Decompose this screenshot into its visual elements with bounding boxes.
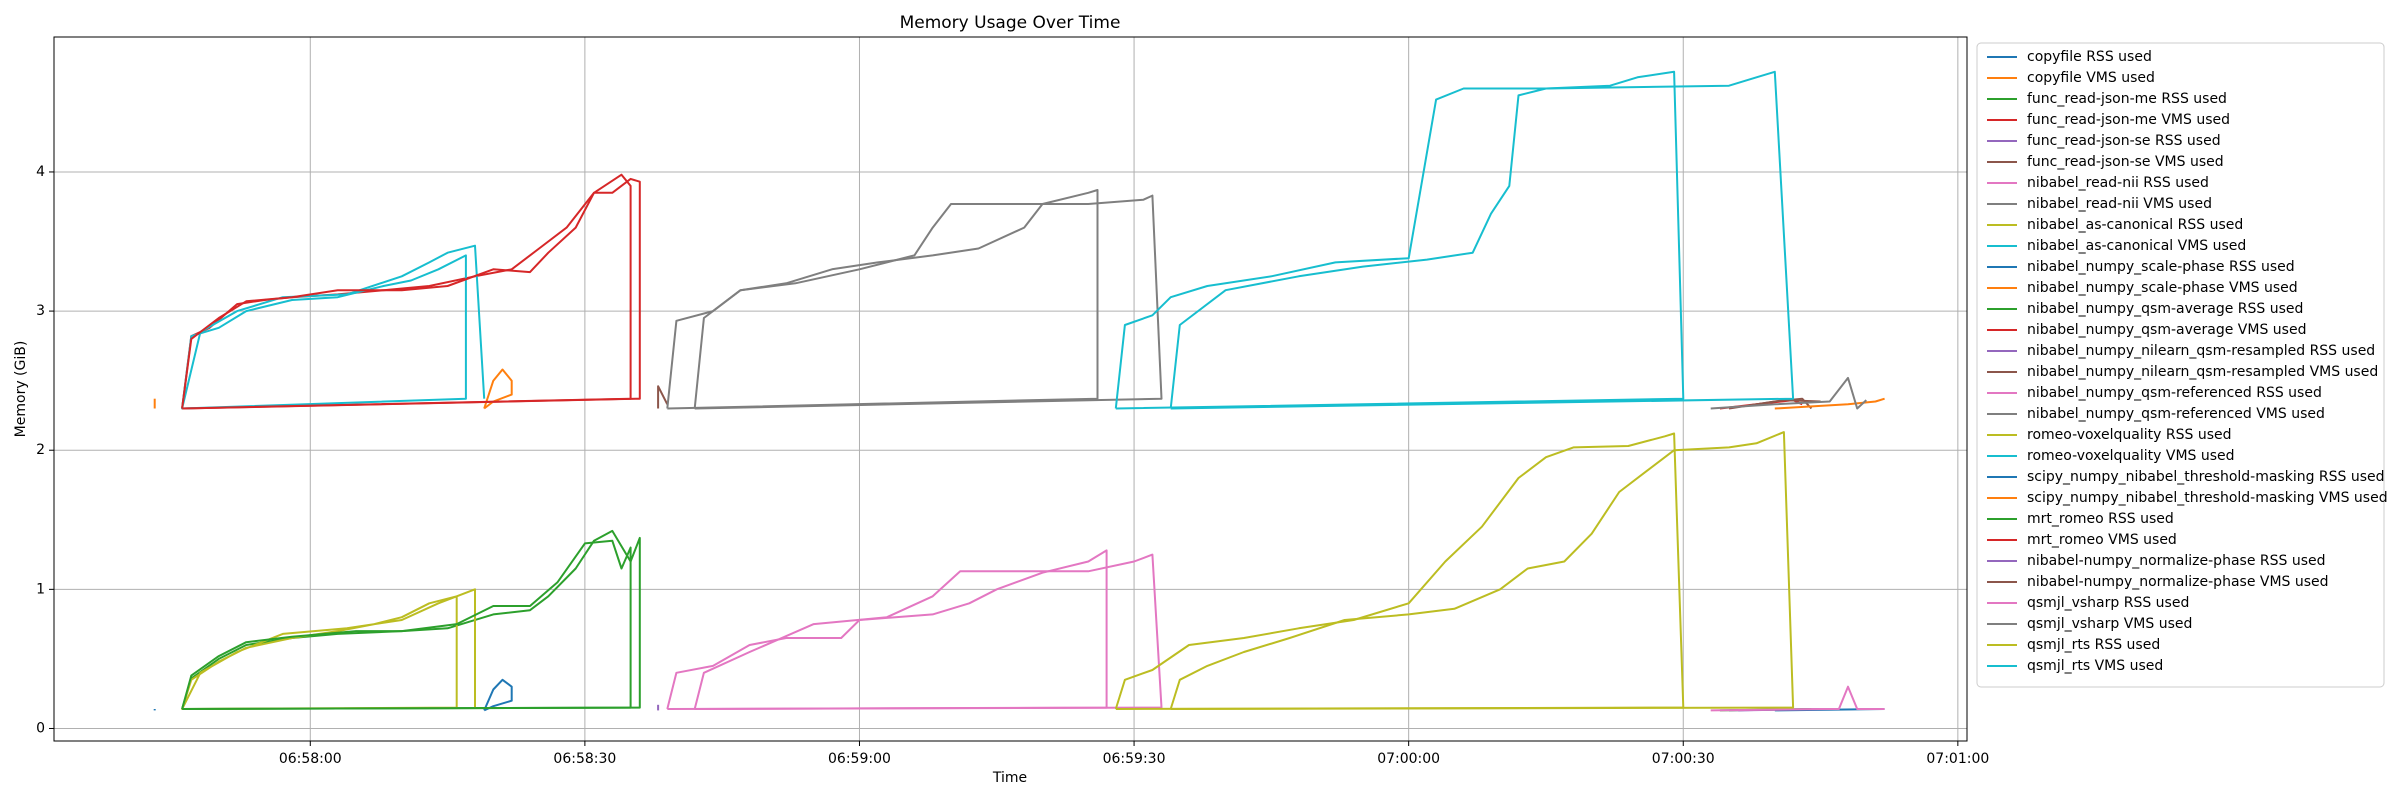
legend-label: nibabel-numpy_normalize-phase RSS used — [2027, 553, 2326, 569]
x-tick-label: 07:00:00 — [1377, 751, 1440, 767]
legend-label: nibabel_numpy_qsm-average RSS used — [2027, 301, 2303, 317]
series-line — [693, 194, 1163, 410]
series-line — [657, 385, 669, 409]
legend-label: func_read-json-me VMS used — [2027, 112, 2230, 128]
series-line — [181, 539, 632, 710]
legend-label: mrt_romeo VMS used — [2027, 532, 2177, 548]
series-line — [693, 553, 1163, 710]
series-line — [181, 529, 641, 710]
series-line — [1169, 70, 1795, 410]
x-tick-label: 07:00:30 — [1652, 751, 1715, 767]
series-line — [1114, 70, 1685, 410]
legend-label: func_read-json-me RSS used — [2027, 91, 2227, 107]
legend-label: nibabel_numpy_nilearn_qsm-resampled VMS … — [2027, 364, 2378, 380]
legend-label: romeo-voxelquality RSS used — [2027, 427, 2232, 443]
x-tick-label: 06:59:00 — [828, 751, 891, 767]
legend-label: copyfile VMS used — [2027, 70, 2155, 86]
x-tick-label: 06:59:30 — [1103, 751, 1166, 767]
legend-label: nibabel_as-canonical RSS used — [2027, 217, 2243, 233]
y-tick-label: 2 — [36, 442, 45, 458]
legend-label: romeo-voxelquality VMS used — [2027, 448, 2235, 464]
series-line — [483, 678, 513, 712]
legend-label: nibabel_read-nii RSS used — [2027, 175, 2209, 191]
legend-label: nibabel_numpy_scale-phase RSS used — [2027, 259, 2295, 275]
y-axis-label: Memory (GiB) — [13, 341, 29, 438]
x-tick-label: 07:01:00 — [1926, 751, 1989, 767]
legend-box — [1976, 42, 2385, 688]
legend-label: mrt_romeo RSS used — [2027, 511, 2174, 527]
series-line — [1747, 399, 1821, 407]
series-line — [1710, 685, 1885, 712]
series-line — [181, 244, 486, 410]
x-tick-label: 06:58:00 — [279, 751, 342, 767]
y-tick-label: 1 — [36, 581, 45, 597]
series-line — [1774, 397, 1885, 410]
legend-label: qsmjl_vsharp VMS used — [2027, 616, 2192, 632]
series-line — [1710, 376, 1867, 410]
legend-label: qsmjl_vsharp RSS used — [2027, 595, 2189, 611]
series-line — [1169, 431, 1795, 710]
legend-label: func_read-json-se RSS used — [2027, 133, 2221, 149]
legend-label: scipy_numpy_nibabel_threshold-masking VM… — [2027, 490, 2388, 506]
plot-frame — [53, 36, 1968, 742]
legend-label: nibabel_numpy_qsm-referenced VMS used — [2027, 406, 2325, 422]
legend-label: qsmjl_rts RSS used — [2027, 637, 2160, 653]
legend-label: nibabel_numpy_scale-phase VMS used — [2027, 280, 2298, 296]
legend-label: nibabel-numpy_normalize-phase VMS used — [2027, 574, 2329, 590]
x-axis-label: Time — [992, 770, 1027, 786]
legend-label: scipy_numpy_nibabel_threshold-masking RS… — [2027, 469, 2385, 485]
legend-label: nibabel_as-canonical VMS used — [2027, 238, 2246, 254]
series-line — [1114, 432, 1685, 710]
legend-label: nibabel_numpy_qsm-average VMS used — [2027, 322, 2306, 338]
legend-label: nibabel_numpy_nilearn_qsm-resampled RSS … — [2027, 343, 2375, 359]
series-line — [181, 588, 476, 710]
legend-label: copyfile RSS used — [2027, 49, 2152, 65]
legend-label: nibabel_numpy_qsm-referenced RSS used — [2027, 385, 2322, 401]
legend-label: func_read-json-se VMS used — [2027, 154, 2224, 170]
y-tick-label: 3 — [36, 303, 45, 319]
chart-title: Memory Usage Over Time — [900, 13, 1121, 33]
legend-label: nibabel_read-nii VMS used — [2027, 196, 2212, 212]
y-tick-label: 4 — [36, 164, 45, 180]
legend-label: qsmjl_rts VMS used — [2027, 658, 2163, 674]
series-line — [666, 549, 1108, 710]
series-line — [181, 173, 632, 410]
y-tick-label: 0 — [36, 720, 45, 736]
x-tick-label: 06:58:30 — [553, 751, 616, 767]
